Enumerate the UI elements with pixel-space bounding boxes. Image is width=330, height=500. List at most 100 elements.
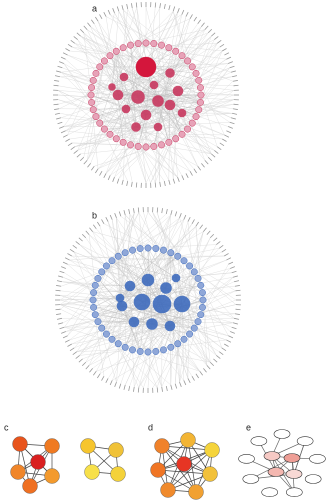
edge xyxy=(118,212,139,257)
node-label-mark xyxy=(54,112,61,115)
node-label-mark xyxy=(118,383,122,389)
edge xyxy=(104,60,232,118)
node xyxy=(165,68,175,78)
node xyxy=(116,300,128,312)
node xyxy=(177,108,187,118)
node-label-mark xyxy=(56,70,62,73)
node-label-mark xyxy=(207,156,213,162)
node xyxy=(204,442,220,458)
node-label-mark xyxy=(206,365,211,370)
edge xyxy=(132,249,177,279)
edge xyxy=(121,305,195,329)
node-label-mark xyxy=(189,14,193,19)
edge xyxy=(62,277,195,329)
node xyxy=(129,346,136,354)
node xyxy=(100,125,108,133)
node-label-mark xyxy=(221,347,227,351)
node xyxy=(296,436,314,446)
edge xyxy=(71,255,185,261)
node xyxy=(202,466,218,482)
edge xyxy=(89,325,171,366)
edge xyxy=(60,72,92,103)
edge xyxy=(79,349,133,356)
node xyxy=(196,98,204,106)
node-label-mark xyxy=(114,213,117,218)
node-label-mark xyxy=(75,241,80,245)
node-label-mark xyxy=(170,210,173,216)
node xyxy=(22,478,38,494)
node-label-mark xyxy=(197,19,201,25)
edge xyxy=(77,128,105,151)
node-label-mark xyxy=(133,208,135,214)
node xyxy=(10,464,26,480)
node xyxy=(102,330,110,338)
node-label-mark xyxy=(207,28,213,34)
node-label-mark xyxy=(177,177,180,182)
node xyxy=(167,343,175,351)
edge xyxy=(138,349,164,388)
node xyxy=(88,84,96,92)
edge xyxy=(200,314,232,328)
node-label-mark xyxy=(235,308,241,311)
node-label-mark xyxy=(57,65,63,69)
node xyxy=(106,130,114,138)
node-label-mark xyxy=(112,177,115,182)
edge xyxy=(130,45,139,98)
edge xyxy=(153,84,170,143)
node xyxy=(158,41,165,49)
edge xyxy=(109,66,147,135)
node xyxy=(186,330,194,338)
node-label-mark xyxy=(177,8,180,13)
node-label-mark xyxy=(126,180,129,187)
node-label-mark xyxy=(135,2,138,8)
node-label-mark xyxy=(101,376,105,381)
edge xyxy=(181,303,217,356)
node-label-mark xyxy=(226,56,232,60)
node-label-mark xyxy=(231,112,238,115)
node-label-mark xyxy=(83,160,88,165)
edge xyxy=(62,260,185,323)
node-label-mark xyxy=(131,181,133,187)
node xyxy=(94,318,102,326)
edge xyxy=(147,211,195,272)
edge xyxy=(90,94,147,116)
node xyxy=(176,456,192,472)
node-label-mark xyxy=(128,385,131,392)
node-label-mark xyxy=(154,182,157,188)
node xyxy=(112,135,120,143)
node-label-mark xyxy=(58,275,64,278)
edge xyxy=(179,314,201,383)
node xyxy=(112,47,120,55)
node xyxy=(98,268,106,276)
node-label-mark xyxy=(61,266,66,269)
edge xyxy=(104,60,147,116)
node xyxy=(194,274,202,282)
edge xyxy=(125,102,201,110)
node-label-mark xyxy=(209,361,215,367)
edge xyxy=(93,109,198,167)
edge xyxy=(133,299,204,323)
edge xyxy=(114,94,202,178)
edge xyxy=(95,116,212,155)
node-label-mark xyxy=(218,245,224,249)
edge xyxy=(123,9,183,56)
edge xyxy=(202,290,236,308)
node xyxy=(121,343,129,351)
edge xyxy=(80,35,183,114)
node-label-mark xyxy=(69,249,75,253)
edge xyxy=(140,325,171,352)
node-label-mark xyxy=(204,160,209,165)
edge xyxy=(117,87,201,96)
edge xyxy=(147,244,217,249)
edge xyxy=(140,248,171,327)
edge xyxy=(157,55,183,102)
node-label-mark xyxy=(81,361,87,367)
node xyxy=(160,282,172,294)
edge xyxy=(157,469,211,475)
node-label-mark xyxy=(163,3,166,10)
edge xyxy=(77,47,124,151)
node xyxy=(190,324,198,332)
node xyxy=(134,143,142,150)
